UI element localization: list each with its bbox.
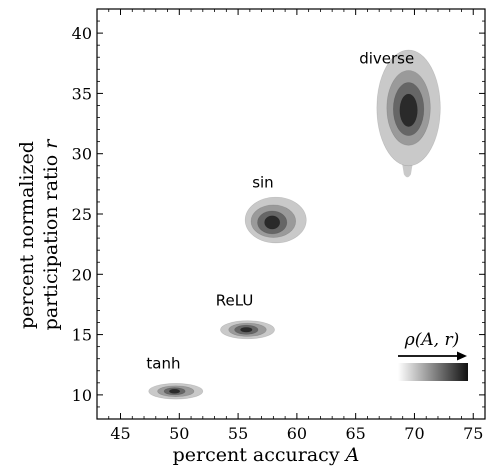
x-tick-label: 45 bbox=[110, 424, 130, 443]
x-tick-label: 60 bbox=[287, 424, 307, 443]
cluster-label-sin: sin bbox=[252, 173, 274, 191]
y-axis-title-line2: participation ratio r bbox=[40, 138, 62, 331]
y-axis-ticks: 10 15 20 25 30 35 40 bbox=[72, 8, 485, 420]
legend-label: ρ(A, r) bbox=[404, 330, 459, 350]
x-tick-label: 50 bbox=[169, 424, 189, 443]
x-axis-ticks: 45 50 55 60 65 70 75 bbox=[96, 9, 486, 443]
y-tick-label: 15 bbox=[72, 326, 92, 345]
y-axis-title-line1: percent normalized bbox=[16, 141, 38, 329]
cluster-label-relu: ReLU bbox=[216, 292, 254, 310]
legend-arrow-head bbox=[457, 351, 467, 361]
cluster-label-diverse: diverse bbox=[359, 49, 414, 67]
cluster-diverse-level-4 bbox=[399, 93, 418, 127]
y-tick-label: 10 bbox=[72, 386, 92, 405]
cluster-relu-level-4 bbox=[240, 327, 253, 333]
legend-gradient-bar bbox=[398, 363, 468, 381]
cluster-sin bbox=[244, 196, 307, 244]
cluster-tanh bbox=[148, 383, 204, 400]
cluster-labels: tanh ReLU sin diverse bbox=[146, 49, 414, 372]
x-tick-label: 55 bbox=[228, 424, 248, 443]
y-tick-label: 35 bbox=[72, 84, 92, 103]
cluster-relu bbox=[220, 320, 275, 340]
cluster-label-tanh: tanh bbox=[146, 354, 180, 372]
y-tick-label: 20 bbox=[72, 265, 92, 284]
y-tick-label: 30 bbox=[72, 145, 92, 164]
x-tick-label: 75 bbox=[463, 424, 483, 443]
y-tick-label: 25 bbox=[72, 205, 92, 224]
cluster-tanh-level-4 bbox=[169, 388, 181, 394]
density-legend: ρ(A, r) bbox=[398, 330, 468, 381]
cluster-diverse bbox=[376, 49, 441, 178]
y-tick-label: 40 bbox=[72, 24, 92, 43]
x-tick-label: 65 bbox=[345, 424, 365, 443]
x-tick-label: 70 bbox=[404, 424, 424, 443]
density-contours bbox=[148, 49, 441, 400]
cluster-sin-level-4 bbox=[264, 215, 281, 230]
x-axis-title: percent accuracy A bbox=[173, 444, 360, 466]
